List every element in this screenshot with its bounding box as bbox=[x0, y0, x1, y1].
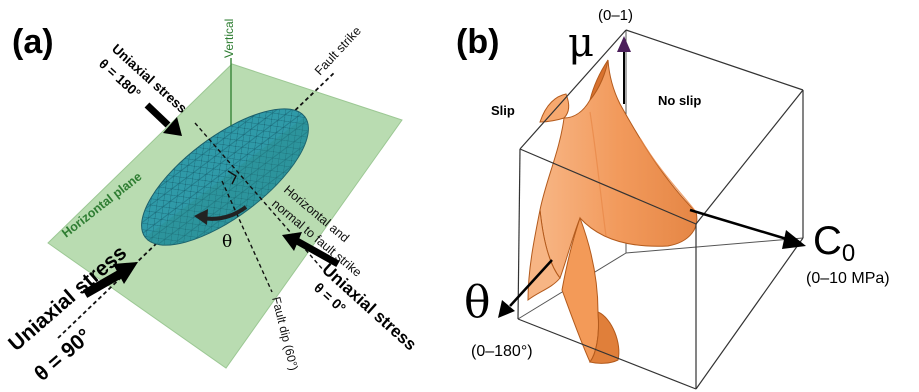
fault-strike-label: Fault strike bbox=[312, 24, 364, 78]
no-slip-label: No slip bbox=[658, 93, 701, 108]
panel-a-label: (a) bbox=[12, 23, 54, 61]
fault-dip-label: Fault dip (60°) bbox=[269, 295, 301, 372]
slip-label: Slip bbox=[491, 103, 515, 118]
c0-range: (0–10 MPa) bbox=[806, 270, 890, 287]
mu-symbol: μ bbox=[568, 20, 594, 66]
theta-range: (0–180°) bbox=[471, 343, 533, 360]
c0-symbol: C0 bbox=[813, 219, 855, 267]
c0-axis-arrow bbox=[690, 210, 790, 240]
stress-arrow-top bbox=[147, 105, 168, 125]
c0-letter: C bbox=[813, 219, 842, 263]
vertical-label: Vertical bbox=[222, 19, 236, 58]
c0-subscript: 0 bbox=[842, 240, 855, 267]
theta-label-a: θ bbox=[222, 232, 232, 252]
theta-symbol: θ bbox=[464, 277, 491, 328]
mu-range: (0–1) bbox=[598, 7, 633, 24]
panel-b-label: (b) bbox=[456, 23, 499, 61]
panel-a: (a) Horizontal plane Vertical θ Fault st… bbox=[4, 19, 420, 386]
panel-b: (b) bbox=[456, 7, 890, 389]
